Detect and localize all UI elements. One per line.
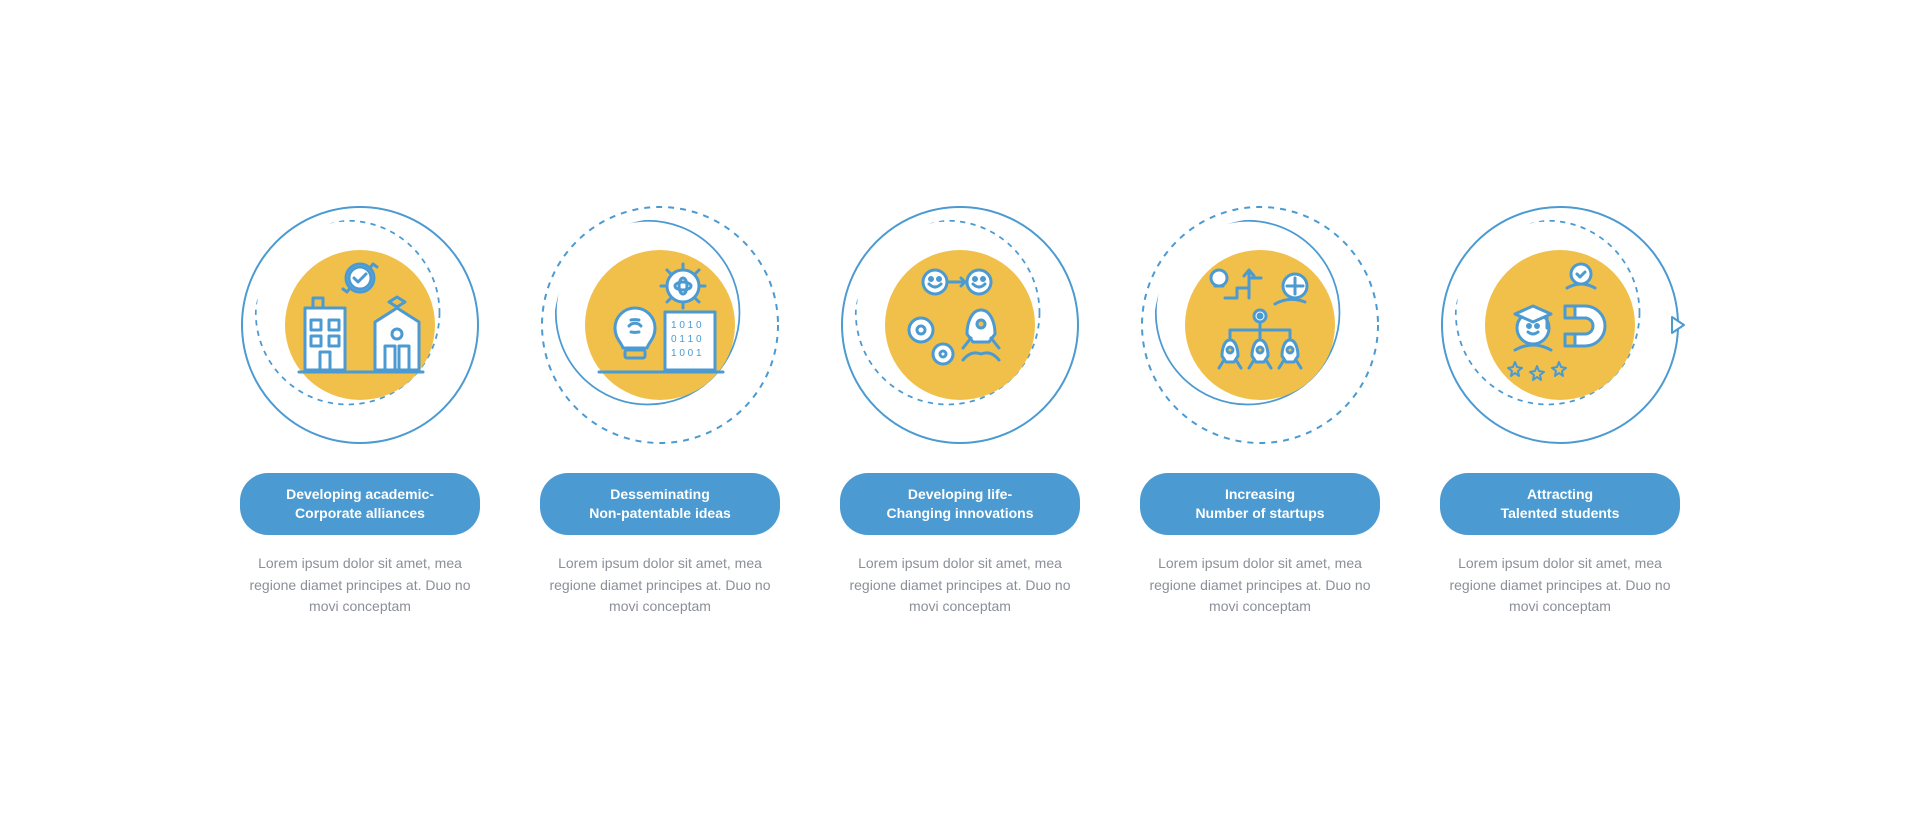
step-startups: Increasing Number of startups Lorem ipsu… (1130, 205, 1390, 618)
body-text: Lorem ipsum dolor sit amet, mea regione … (1140, 553, 1380, 618)
circle (240, 205, 480, 445)
pill-title: Attracting Talented students (1440, 473, 1680, 535)
bulb-gear-binary-icon: 1 0 1 0 0 1 1 0 1 0 0 1 (570, 235, 750, 415)
title-line2: Changing innovations (887, 504, 1034, 523)
infographic-row: Developing academic- Corporate alliances… (190, 165, 1730, 658)
svg-text:1 0 1 0: 1 0 1 0 (671, 320, 702, 331)
title-line1: Desseminating (610, 485, 710, 504)
svg-text:1 0 0 1: 1 0 0 1 (671, 348, 702, 359)
step-academic-alliances: Developing academic- Corporate alliances… (230, 205, 490, 618)
graduate-magnet-stars-icon (1470, 235, 1650, 415)
title-line2: Corporate alliances (295, 504, 425, 523)
step-talented-students: Attracting Talented students Lorem ipsum… (1430, 205, 1690, 618)
title-line2: Non-patentable ideas (589, 504, 731, 523)
body-text: Lorem ipsum dolor sit amet, mea regione … (840, 553, 1080, 618)
title-line2: Number of startups (1195, 504, 1324, 523)
circle (840, 205, 1080, 445)
rockets-growth-plus-icon (1170, 235, 1350, 415)
title-line1: Attracting (1527, 485, 1593, 504)
body-text: Lorem ipsum dolor sit amet, mea regione … (540, 553, 780, 618)
buildings-handshake-icon (270, 235, 450, 415)
body-text: Lorem ipsum dolor sit amet, mea regione … (1440, 553, 1680, 618)
arrow-tip-icon (1670, 315, 1688, 335)
step-disseminating-ideas: 1 0 1 0 0 1 1 0 1 0 0 1 Desseminating No… (530, 205, 790, 618)
pill-title: Developing life- Changing innovations (840, 473, 1080, 535)
svg-text:0 1 1 0: 0 1 1 0 (671, 334, 702, 345)
pill-title: Developing academic- Corporate alliances (240, 473, 480, 535)
step-life-changing: Developing life- Changing innovations Lo… (830, 205, 1090, 618)
circle (1440, 205, 1680, 445)
body-text: Lorem ipsum dolor sit amet, mea regione … (240, 553, 480, 618)
pill-title: Desseminating Non-patentable ideas (540, 473, 780, 535)
circle (1140, 205, 1380, 445)
title-line1: Developing academic- (286, 485, 434, 504)
title-line2: Talented students (1501, 504, 1620, 523)
circle: 1 0 1 0 0 1 1 0 1 0 0 1 (540, 205, 780, 445)
title-line1: Developing life- (908, 485, 1012, 504)
rocket-people-gears-icon (870, 235, 1050, 415)
title-line1: Increasing (1225, 485, 1295, 504)
pill-title: Increasing Number of startups (1140, 473, 1380, 535)
